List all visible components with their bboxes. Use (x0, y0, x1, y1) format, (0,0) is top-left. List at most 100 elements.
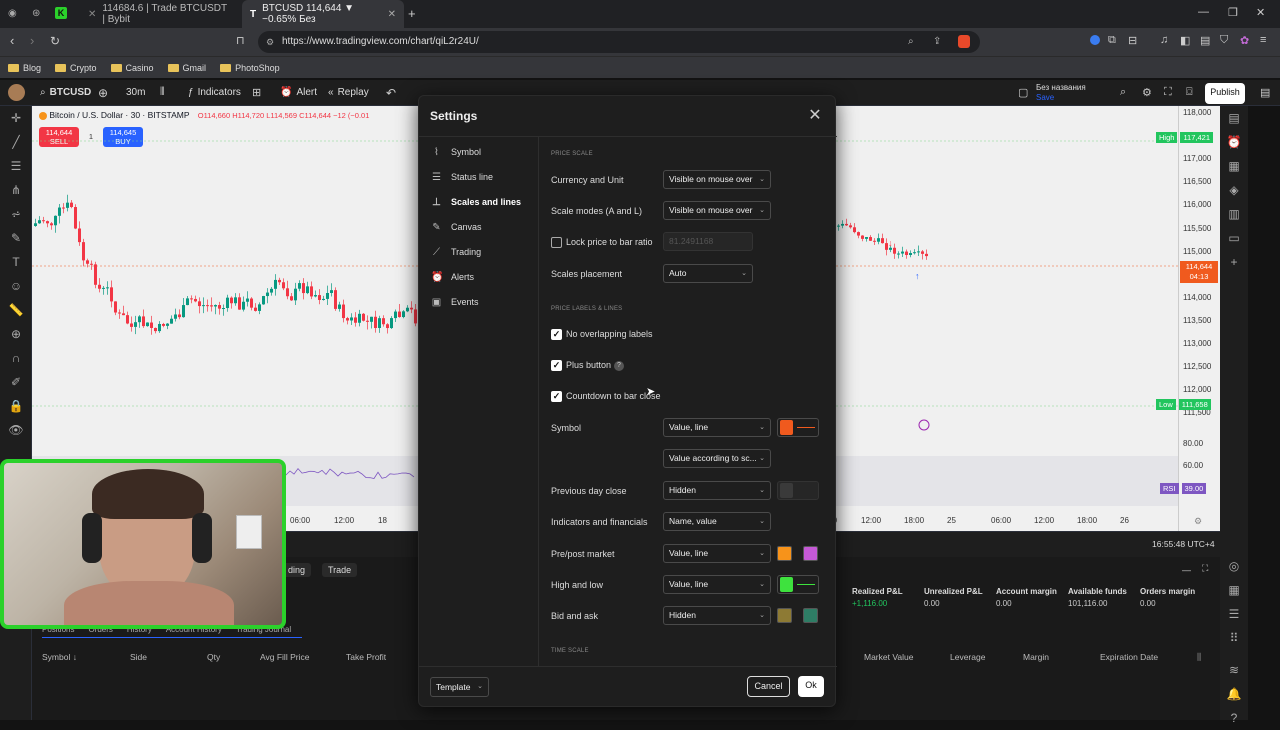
pitchfork-icon[interactable]: ⋔ (10, 183, 22, 197)
symbol-color-swatch[interactable] (777, 418, 819, 437)
compare-plus-icon[interactable]: ⊕ (98, 86, 109, 100)
prev-day-color-swatch[interactable] (777, 481, 819, 500)
column-settings-icon[interactable]: ⫼ (1197, 652, 1202, 662)
sidebar-icon[interactable]: ◧ (1180, 35, 1191, 47)
undo-icon[interactable]: ↶ (386, 86, 397, 100)
lock-icon[interactable]: 🔒 (8, 399, 24, 413)
column-header[interactable]: Market Value (864, 652, 914, 662)
lock-price-input[interactable]: 81.2491168 (663, 232, 753, 251)
wallet-icon[interactable]: ▤ (1200, 35, 1211, 47)
bookmark-crypto[interactable]: Crypto (55, 63, 97, 73)
close-window-icon[interactable]: ✕ (1256, 7, 1266, 19)
layers-icon[interactable]: ◈ (1229, 183, 1239, 197)
crosshair-icon[interactable]: ✛ (10, 111, 22, 125)
fib-icon[interactable]: ⩫ (10, 207, 22, 221)
nav-status-line[interactable]: ☰ Status line (431, 167, 493, 187)
vpn-icon[interactable]: ⛉ (1220, 34, 1229, 46)
positions-tab[interactable]: Positions (42, 625, 75, 634)
nav-events[interactable]: ▣ Events (431, 292, 479, 312)
column-header[interactable]: Take Profit (346, 652, 387, 662)
tab-close-icon[interactable]: ✕ (88, 8, 97, 20)
nav-trading[interactable]: ⟋ Trading (431, 242, 481, 262)
prev-day-select[interactable]: Hidden ⌄ (663, 481, 771, 500)
info-icon[interactable]: ? (614, 361, 624, 371)
alerts-clock-icon[interactable]: ⏰ (1226, 135, 1242, 149)
price-scale[interactable]: 118,000117,500117,000116,500116,000115,5… (1178, 106, 1220, 531)
event-marker-icon[interactable] (918, 419, 930, 431)
download-icon[interactable]: ⊟ (1128, 35, 1138, 47)
text-icon[interactable]: T (12, 255, 20, 269)
apps-grid-icon[interactable]: ⠿ (1229, 631, 1239, 645)
trendline-icon[interactable]: ╱ (12, 135, 20, 149)
news-icon[interactable]: ▥ (1228, 207, 1240, 221)
calendar-icon[interactable]: ▦ (1228, 583, 1240, 597)
currency-unit-select[interactable]: Visible on mouse over ⌄ (663, 170, 771, 189)
fullscreen-icon[interactable]: ⛶ (1164, 86, 1172, 98)
cancel-button[interactable]: Cancel (747, 676, 790, 697)
positions-tab[interactable]: Account History (165, 625, 222, 634)
browser-menu-dots-icon[interactable]: ≡ (1260, 34, 1267, 46)
ok-button[interactable]: Ok (798, 676, 824, 697)
prepost-color-2-swatch[interactable] (803, 546, 818, 561)
nav-scales-and-lines[interactable]: ⊥ Scales and lines (431, 192, 521, 212)
magnet-icon[interactable]: ∩ (11, 351, 21, 365)
zoom-icon[interactable]: ⌕ (908, 36, 914, 47)
close-icon[interactable]: ✕ (808, 107, 822, 124)
scale-modes-select[interactable]: Visible on mouse over ⌄ (663, 201, 771, 220)
horizontal-lines-icon[interactable]: ☰ (10, 159, 22, 173)
lock-price-checkbox[interactable] (551, 237, 562, 248)
forward-icon[interactable]: › (30, 33, 35, 48)
snapshot-camera-icon[interactable]: ⌼ (1186, 86, 1193, 98)
restore-icon[interactable]: ❐ (1228, 7, 1238, 19)
bidask-color-1-swatch[interactable] (777, 608, 792, 623)
bookmark-photoshop[interactable]: PhotoShop (220, 63, 280, 73)
bookmark-icon[interactable]: ⊓ (236, 35, 245, 47)
share-icon[interactable]: ⇪ (933, 36, 942, 47)
symbol-value-mode-select[interactable]: Value according to sc... ⌄ (663, 449, 771, 468)
quick-search-icon[interactable]: ⌕ (1120, 86, 1127, 98)
symbol-select[interactable]: Value, line ⌄ (663, 418, 771, 437)
highlow-select[interactable]: Value, line ⌄ (663, 575, 771, 594)
zoom-in-icon[interactable]: ⊕ (10, 327, 22, 341)
streams-icon[interactable]: ≋ (1228, 663, 1240, 677)
tab-tradingview[interactable]: T BTCUSD 114,644 ▼ −0.65% Без ✕ (242, 0, 404, 28)
emoji-icon[interactable]: ☺ (9, 279, 23, 293)
help-icon[interactable]: ? (1230, 711, 1238, 725)
target-icon[interactable]: ◎ (1228, 559, 1240, 573)
column-header[interactable]: Leverage (950, 652, 986, 662)
bookmark-casino[interactable]: Casino (110, 63, 154, 73)
media-icon[interactable]: ♫ (1160, 34, 1169, 46)
data-window-icon[interactable]: ▦ (1228, 159, 1240, 173)
leo-icon[interactable]: ✿ (1240, 35, 1250, 47)
symbol-search-button[interactable]: ⌕ BTCUSD (32, 80, 99, 106)
url-input[interactable]: ⚙ https://www.tradingview.com/chart/qiL2… (258, 31, 980, 53)
column-header[interactable]: Margin (1023, 652, 1049, 662)
positions-tab[interactable]: Trading Journal (235, 625, 292, 634)
stay-drawing-icon[interactable]: ✐ (10, 375, 22, 389)
replay-button[interactable]: «Replay (320, 80, 377, 106)
column-header[interactable]: Qty (207, 652, 221, 662)
new-tab-plus-icon[interactable]: + (408, 6, 416, 21)
templates-icon[interactable]: ⊞ (252, 87, 262, 99)
ideas-icon[interactable]: ☰ (1228, 607, 1240, 621)
timescale-settings-icon[interactable]: ⚙ (1194, 516, 1203, 526)
indicators-button[interactable]: ƒ Indicators (180, 80, 249, 106)
bookmark-blog[interactable]: Blog (8, 63, 41, 73)
countdown-checkbox[interactable]: ✓ (551, 391, 562, 402)
brave-shield-icon[interactable] (958, 35, 970, 48)
scales-placement-select[interactable]: Auto ⌄ (663, 264, 753, 283)
add-plus-icon[interactable]: + (1230, 255, 1238, 269)
bidask-color-2-swatch[interactable] (803, 608, 818, 623)
publish-button[interactable]: Publish (1205, 83, 1245, 104)
buy-button[interactable]: 114,645 BUY (103, 127, 143, 147)
browser-menu-icon[interactable]: ◉ (8, 8, 17, 19)
tab-bybit[interactable]: ✕ 114684.6 | Trade BTCUSDT | Bybit (80, 0, 240, 28)
nav-symbol[interactable]: ⌇ Symbol (431, 142, 481, 162)
highlow-color-swatch[interactable] (777, 575, 819, 594)
column-header[interactable]: Symbol ↓ (42, 652, 77, 662)
layout-icon[interactable]: ▢ (1018, 87, 1029, 99)
column-header[interactable]: Side (130, 652, 148, 662)
interval-button[interactable]: 30m (118, 80, 153, 106)
reload-icon[interactable]: ↻ (50, 34, 61, 48)
no-overlap-checkbox[interactable]: ✓ (551, 329, 562, 340)
